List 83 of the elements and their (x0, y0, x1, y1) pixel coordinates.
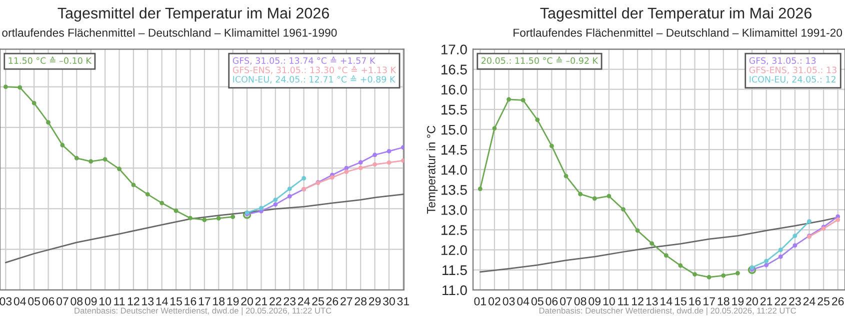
x-tick-label: 27 (340, 297, 352, 306)
x-tick-label: 08 (574, 297, 586, 306)
text: 20.05.: 11.50 °C ≙ –0.92 K (482, 56, 598, 64)
x-tick-label: 16 (689, 297, 701, 306)
x-tick-label: 07 (56, 297, 68, 306)
x-tick-label: 19 (732, 297, 744, 306)
text: Datenbasis: Deutscher Wetterdienst, dwd.de | 20.05.2026, 11:22 UTC (74, 307, 332, 316)
x-tick-label: 04 (14, 297, 26, 306)
chart-subtitle: Fortlaufendes Flächenmittel – Deutschland – Klimamittel 1991-20 (514, 28, 842, 37)
text: ICON-EU, 24.05.: 12.71 °C ≙ +0.89 K (233, 75, 396, 84)
x-tick-label: 05 (28, 297, 40, 306)
y-tick-label: 13.0 (442, 205, 467, 215)
y-tick-label: 11.5 (442, 265, 467, 276)
x-tick-label: 26 (832, 297, 844, 306)
x-tick-label: 13 (646, 297, 658, 306)
x-tick-label: 23 (284, 297, 296, 306)
x-tick-label: 06 (42, 297, 54, 306)
x-tick-label: 10 (100, 297, 112, 306)
text: Datenbasis: Deutscher Wetterdienst, dwd.de | 20.05.2026, 11:22 UTC (539, 307, 796, 316)
x-tick-label: 03 (0, 297, 12, 306)
x-tick-label: 12 (128, 297, 140, 306)
x-tick-label: 03 (502, 297, 515, 306)
chart-title: Tagesmittel der Temperatur im Mai 2026 (58, 7, 329, 22)
x-tick-label: 14 (156, 297, 168, 306)
x-tick-label: 29 (368, 297, 381, 306)
text: GFS, 31.05.: 13 (749, 57, 816, 65)
x-tick-label: 17 (704, 297, 715, 306)
y-tick-label: 15.5 (442, 104, 467, 115)
x-tick-label: 07 (560, 297, 572, 306)
y-tick-label: 16.0 (442, 84, 467, 95)
y-tick-label: 13.5 (442, 185, 467, 195)
x-tick-label: 31 (397, 297, 410, 306)
chart-subtitle: ortlaufendes Flächenmittel – Deutschland – Klimamittel 1961-1990 (2, 28, 337, 37)
x-tick-label: 16 (184, 297, 196, 306)
x-tick-label: 23 (789, 297, 801, 306)
x-tick-label: 06 (546, 297, 558, 306)
x-tick-label: 09 (588, 297, 600, 306)
x-tick-label: 17 (198, 297, 210, 306)
x-tick-label: 26 (326, 297, 338, 306)
y-tick-label: 16.5 (442, 64, 467, 74)
x-tick-label: 21 (760, 297, 772, 306)
text: 11.50 °C ≙ –0.10 K (8, 56, 92, 64)
text: GFS, 31.05.: 13.74 °C ≙ +1.57 K (232, 56, 376, 65)
x-tick-label: 18 (213, 297, 225, 306)
text: ICON-EU, 24.05.: 12 (750, 76, 836, 84)
chart-title: Tagesmittel der Temperatur im Mai 2026 (540, 7, 812, 22)
x-tick-label: 05 (531, 297, 544, 306)
x-tick-label: 25 (818, 297, 830, 306)
x-tick-label: 11 (114, 297, 125, 306)
x-tick-label: 11 (618, 297, 629, 306)
text: GFS-ENS, 31.05.: 13.30 °C ≙ +1.13 K (232, 66, 396, 74)
x-tick-label: 24 (298, 297, 310, 306)
x-tick-label: 20 (241, 297, 253, 306)
x-tick-label: 19 (227, 297, 239, 306)
x-tick-label: 01 (474, 297, 486, 306)
x-tick-label: 09 (84, 297, 97, 306)
y-tick-label: 11.0 (442, 285, 467, 296)
x-tick-label: 20 (746, 297, 758, 306)
x-tick-label: 13 (142, 297, 154, 306)
x-tick-label: 22 (774, 297, 786, 306)
x-tick-label: 21 (255, 297, 268, 306)
x-tick-label: 04 (517, 297, 530, 306)
x-tick-label: 24 (803, 297, 816, 306)
y-tick-label: 12.5 (442, 225, 467, 235)
x-tick-label: 08 (70, 297, 83, 306)
x-tick-label: 10 (603, 297, 615, 306)
x-tick-label: 30 (383, 297, 395, 306)
y-tick-label: 14.0 (442, 164, 467, 175)
x-tick-label: 28 (354, 297, 367, 306)
y-tick-label: 15.0 (442, 124, 467, 135)
x-tick-label: 25 (312, 297, 324, 306)
x-tick-label: 14 (660, 297, 672, 306)
x-tick-label: 18 (718, 297, 730, 306)
x-tick-label: 15 (170, 297, 182, 306)
x-tick-label: 22 (270, 297, 282, 306)
x-tick-label: 15 (674, 297, 686, 306)
y-tick-label: 17.0 (442, 44, 467, 54)
y-tick-label: 12.0 (442, 245, 467, 256)
x-tick-label: 12 (632, 297, 644, 306)
x-tick-label: 02 (488, 297, 500, 306)
y-axis-title: Temperatur in °C (426, 126, 438, 214)
text: GFS-ENS, 31.05.: 13 (749, 66, 836, 74)
y-tick-label: 14.5 (442, 145, 467, 155)
